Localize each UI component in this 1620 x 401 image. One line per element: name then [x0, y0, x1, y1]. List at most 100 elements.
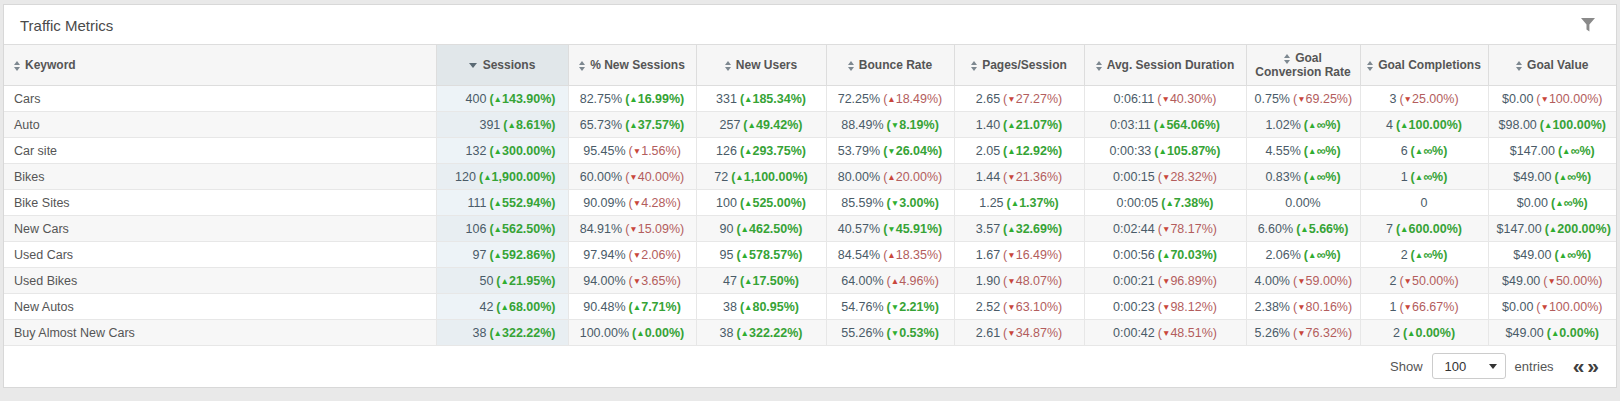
trend-down-icon: ▼	[1007, 302, 1015, 312]
metric-cell: 84.54%(▲18.35%)	[826, 242, 954, 268]
metric-value: 55.26%	[841, 326, 883, 340]
metric-cell: 38(▲322.22%)	[436, 320, 568, 346]
metric-cell: 1(▲∞%)	[1360, 164, 1488, 190]
metric-value: 0:00:21	[1113, 274, 1155, 288]
metric-cell: 1.25(▲1.37%)	[954, 190, 1084, 216]
metric-cell: $0.00(▲∞%)	[1488, 190, 1616, 216]
metric-value: $98.00	[1499, 118, 1537, 132]
metric-cell: 1(▼66.67%)	[1360, 294, 1488, 320]
metric-delta: (▲8.61%)	[503, 118, 555, 132]
column-header-sessions[interactable]: Sessions	[436, 45, 568, 86]
metric-delta: (▼59.00%)	[1293, 274, 1352, 288]
traffic-metrics-table: KeywordSessions% New SessionsNew UsersBo…	[4, 44, 1616, 346]
metric-value: 100	[716, 196, 737, 210]
metric-value: 53.79%	[838, 144, 880, 158]
metric-delta: (▼50.00%)	[1399, 274, 1458, 288]
metric-value: $49.00	[1502, 274, 1540, 288]
metric-value: 1.02%	[1265, 118, 1300, 132]
metric-cell: 0:06:11(▼40.30%)	[1084, 86, 1246, 112]
trend-up-icon: ▲	[1300, 224, 1308, 234]
metric-cell: 40.57%(▼45.91%)	[826, 216, 954, 242]
trend-up-icon: ▲	[1400, 120, 1408, 130]
keyword-cell: Bikes	[4, 164, 436, 190]
trend-up-icon: ▲	[1544, 120, 1552, 130]
metric-value: $49.00	[1513, 248, 1551, 262]
metric-cell: 391(▲8.61%)	[436, 112, 568, 138]
metric-delta: (▲0.00%)	[1403, 326, 1455, 340]
filter-icon[interactable]	[1576, 16, 1600, 34]
column-header-goal-conversion-rate[interactable]: Goal Conversion Rate	[1246, 45, 1360, 86]
page-size-select[interactable]: 100	[1432, 353, 1506, 379]
metric-value: 7	[1386, 222, 1393, 236]
trend-up-icon: ▲	[494, 328, 502, 338]
metric-cell: 72.25%(▲18.49%)	[826, 86, 954, 112]
trend-down-icon: ▼	[1007, 328, 1015, 338]
metric-cell: 60.00%(▼40.00%)	[568, 164, 696, 190]
metric-value: 97.94%	[583, 248, 625, 262]
sort-icon	[1096, 61, 1102, 71]
column-header-new-users[interactable]: New Users	[696, 45, 826, 86]
metric-cell: $147.00(▲200.00%)	[1488, 216, 1616, 242]
metric-cell: 1.44(▼21.36%)	[954, 164, 1084, 190]
column-header-new-sessions[interactable]: % New Sessions	[568, 45, 696, 86]
sort-icon	[1284, 54, 1290, 64]
metric-value: 84.54%	[838, 248, 880, 262]
trend-down-icon: ▼	[633, 276, 641, 286]
next-page-button[interactable]: »	[1587, 359, 1598, 373]
metric-delta: (▲12.92%)	[1003, 144, 1062, 158]
metric-cell: 7(▲600.00%)	[1360, 216, 1488, 242]
keyword-cell: Buy Almost New Cars	[4, 320, 436, 346]
sort-icon	[848, 61, 854, 71]
metric-delta: (▼78.17%)	[1158, 222, 1217, 236]
metric-value: 60.00%	[580, 170, 622, 184]
trend-up-icon: ▲	[744, 146, 752, 156]
column-header-avg-session-duration[interactable]: Avg. Session Duration	[1084, 45, 1246, 86]
metric-delta: (▼76.32%)	[1293, 326, 1352, 340]
metric-delta: (▼96.89%)	[1158, 274, 1217, 288]
column-header-pages-session[interactable]: Pages/Session	[954, 45, 1084, 86]
metric-value: 1	[1401, 170, 1408, 184]
table-row: Car site132(▲300.00%)95.45%(▼1.56%)126(▲…	[4, 138, 1616, 164]
column-header-bounce-rate[interactable]: Bounce Rate	[826, 45, 954, 86]
metric-cell: 132(▲300.00%)	[436, 138, 568, 164]
trend-up-icon: ▲	[1158, 146, 1166, 156]
metric-cell: 0:02:44(▼78.17%)	[1084, 216, 1246, 242]
column-label: Pages/Session	[982, 58, 1067, 72]
column-header-goal-completions[interactable]: Goal Completions	[1360, 45, 1488, 86]
panel-title: Traffic Metrics	[20, 17, 113, 34]
trend-up-icon: ▲	[891, 276, 899, 286]
table-header: KeywordSessions% New SessionsNew UsersBo…	[4, 45, 1616, 86]
metric-value: 2	[1401, 248, 1408, 262]
metric-value: 120	[455, 170, 476, 184]
metric-delta: (▲525.00%)	[740, 196, 806, 210]
trend-down-icon: ▼	[629, 172, 637, 182]
trend-up-icon: ▲	[501, 302, 509, 312]
metric-value: 1.44	[976, 170, 1000, 184]
metric-value: 0:00:33	[1110, 144, 1152, 158]
metric-cell: $0.00(▼100.00%)	[1488, 86, 1616, 112]
metric-cell: $49.00(▲0.00%)	[1488, 320, 1616, 346]
metric-value: 38	[723, 300, 737, 314]
metric-value: $0.00	[1517, 196, 1548, 210]
sort-icon	[1516, 61, 1522, 71]
trend-up-icon: ▲	[633, 302, 641, 312]
metric-value: 38	[472, 326, 486, 340]
metric-cell: $147.00(▲∞%)	[1488, 138, 1616, 164]
metric-cell: 0:00:05(▲7.38%)	[1084, 190, 1246, 216]
prev-page-button[interactable]: «	[1573, 359, 1584, 373]
metric-cell: 3(▼25.00%)	[1360, 86, 1488, 112]
metric-delta: (▲578.57%)	[736, 248, 802, 262]
column-header-keyword[interactable]: Keyword	[4, 45, 436, 86]
panel-heading: Traffic Metrics	[4, 5, 1616, 44]
column-header-goal-value[interactable]: Goal Value	[1488, 45, 1616, 86]
trend-up-icon: ▲	[1162, 250, 1170, 260]
metric-cell: 100(▲525.00%)	[696, 190, 826, 216]
metric-cell: 400(▲143.90%)	[436, 86, 568, 112]
metric-cell: 0	[1360, 190, 1488, 216]
metric-value: 391	[479, 118, 500, 132]
metric-value: 257	[719, 118, 740, 132]
metric-delta: (▲0.00%)	[1547, 326, 1599, 340]
trend-down-icon: ▼	[1162, 302, 1170, 312]
metric-cell: 126(▲293.75%)	[696, 138, 826, 164]
metric-delta: (▲∞%)	[1551, 196, 1588, 210]
